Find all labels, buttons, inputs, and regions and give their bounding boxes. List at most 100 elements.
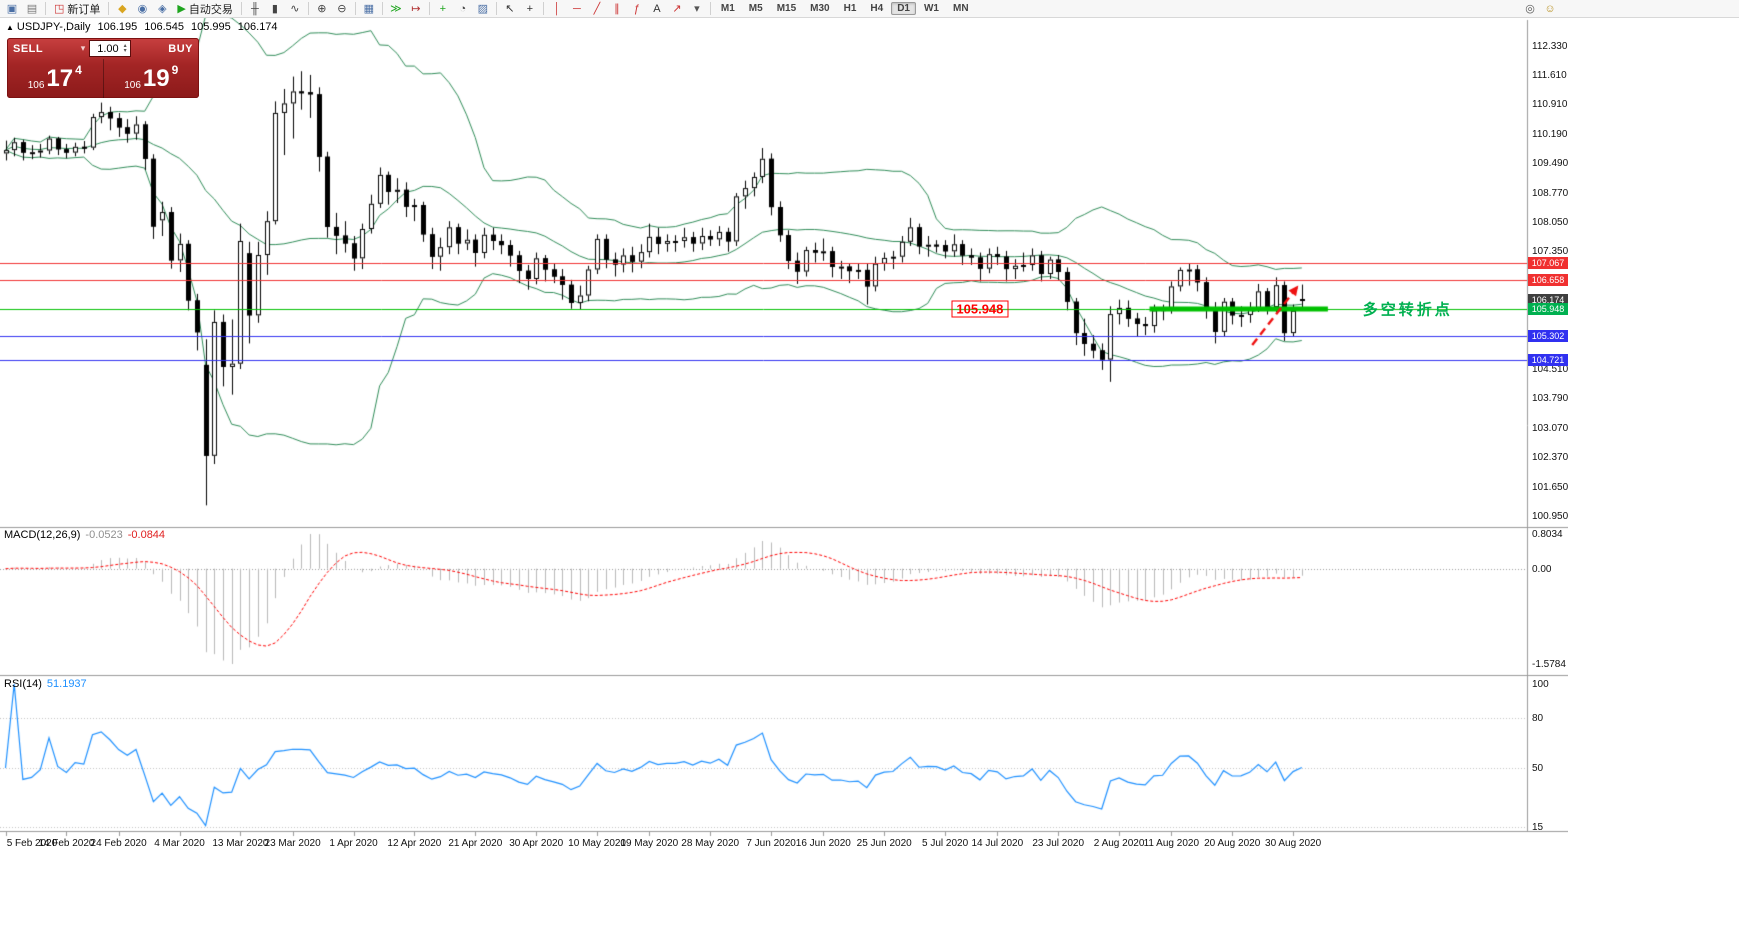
sell-price-base: 106	[27, 80, 45, 91]
macd-axis-label: -1.5784	[1532, 659, 1566, 670]
price-tag: 105.948	[1528, 303, 1568, 316]
sell-price-main: 17	[46, 64, 74, 92]
tf-m5[interactable]: M5	[748, 3, 763, 14]
tf-w1[interactable]: W1	[923, 3, 939, 14]
indicators-icon[interactable]: +	[439, 2, 447, 15]
zoom-out-icon[interactable]: ⊖	[337, 2, 347, 15]
community-icon[interactable]: ☺	[1544, 3, 1556, 15]
macd-indicator-name: MACD(12,26,9)	[4, 529, 81, 541]
price-axis-label: 111.610	[1532, 70, 1567, 82]
horizontal-line-icon[interactable]: ─	[572, 2, 581, 15]
date-axis-label: 14 Jul 2020	[971, 838, 1024, 849]
tile-windows-icon[interactable]: ▦	[363, 2, 375, 15]
price-axis-label: 102.370	[1532, 452, 1569, 464]
text-icon[interactable]: A	[653, 2, 661, 15]
tf-m1[interactable]: M1	[720, 3, 735, 14]
new-order-icon: ◳	[54, 3, 65, 15]
tf-h4[interactable]: H4	[870, 3, 884, 14]
search-icon[interactable]: ◎	[1525, 3, 1535, 15]
trendline-icon[interactable]: ╱	[593, 2, 601, 15]
buy-button[interactable]: 106 19 9	[104, 59, 200, 98]
date-axis-label: 19 May 2020	[620, 838, 679, 849]
buy-price-main: 19	[142, 64, 170, 92]
date-axis-label: 11 Aug 2020	[1143, 838, 1200, 849]
cursor-icon[interactable]: ↖	[505, 2, 515, 15]
templates-icon[interactable]: ▨	[477, 2, 489, 15]
line-chart-icon[interactable]: ∿	[290, 2, 300, 15]
crosshair-icon[interactable]: +	[526, 2, 534, 15]
trade-panel-divider	[102, 59, 104, 98]
date-axis-label: 20 Aug 2020	[1204, 838, 1261, 849]
autotrading-button-label: 自动交易	[188, 3, 233, 16]
date-axis-label: 23 Jul 2020	[1032, 838, 1085, 849]
price-axis-label: 103.070	[1532, 423, 1569, 435]
lot-size-value: 1.00	[97, 42, 119, 55]
metaeditor-icon[interactable]: ◆	[118, 2, 127, 15]
fibonacci-icon[interactable]: ƒ	[633, 2, 640, 15]
chart-window: 112.330 111.610 110.910 110.190 109.490 108.7…	[0, 18, 1568, 870]
ohlc-high: 106.545	[144, 21, 185, 33]
new-order-button[interactable]: ◳ 新订单	[49, 1, 105, 17]
date-axis-label: 7 Jun 2020	[746, 838, 796, 849]
chart-shift-icon[interactable]: ↦	[411, 2, 421, 15]
new-chart-icon[interactable]: ▣	[6, 2, 18, 15]
price-tag: 104.721	[1528, 353, 1568, 366]
toolbar-separator	[428, 2, 430, 15]
arrows-tool-icon[interactable]: ↗	[672, 2, 682, 15]
tf-m30[interactable]: M30	[810, 3, 830, 14]
price-note[interactable]: 105.948	[951, 300, 1009, 318]
one-click-trading-panel: SELL ▾ 1.00 ▴ ▾ BUY 106 17 4 106 19 9	[7, 38, 199, 98]
chart-overlay: 112.330 111.610 110.910 110.190 109.490 108.7…	[0, 18, 1568, 870]
lot-size-input[interactable]: 1.00 ▴ ▾	[89, 40, 131, 57]
price-axis-label: 103.790	[1532, 393, 1569, 405]
tf-d1[interactable]: D1	[891, 2, 916, 15]
tf-m15[interactable]: M15	[776, 3, 797, 14]
equidistant-channel-icon[interactable]: ∥	[614, 2, 620, 15]
profiles-icon[interactable]: ▤	[26, 2, 38, 15]
rsi-panel-label: RSI(14) 51.1937	[4, 678, 87, 690]
price-axis-label: 108.770	[1532, 187, 1569, 199]
symbol-marker-icon: ▲	[6, 23, 14, 32]
chart-title-symbol: USDJPY-,Daily	[16, 21, 91, 33]
toolbar-separator	[108, 2, 110, 15]
vertical-line-icon[interactable]: │	[553, 2, 561, 15]
macd-signal-value: -0.0844	[127, 529, 166, 541]
tf-mn[interactable]: MN	[952, 3, 969, 14]
zoom-in-icon[interactable]: ⊕	[317, 2, 327, 15]
navigator-icon[interactable]: ◈	[158, 2, 167, 15]
price-axis-label: 108.050	[1532, 217, 1569, 229]
macd-axis-label: 0.8034	[1532, 529, 1563, 540]
turning-point-label[interactable]: 多空转折点	[1362, 301, 1453, 319]
toolbar-separator	[381, 2, 383, 15]
buy-price-pip: 9	[171, 63, 179, 77]
buy-price-base: 106	[124, 80, 141, 91]
autotrading-button[interactable]: ▶ 自动交易	[172, 1, 237, 17]
trade-panel-dropdown-icon[interactable]: ▾	[80, 43, 86, 53]
date-axis-label: 23 Mar 2020	[264, 838, 321, 849]
lot-decrease-button[interactable]: ▾	[123, 47, 127, 54]
price-axis-label: 109.490	[1532, 157, 1569, 169]
price-chart-canvas[interactable]	[0, 18, 1568, 870]
rsi-axis-label: 80	[1532, 712, 1544, 724]
date-axis-label: 25 Jun 2020	[856, 838, 912, 849]
lot-increase-button[interactable]: ▴	[123, 42, 127, 49]
toolbar-right-group: ◎ ☺	[1520, 0, 1560, 18]
price-axis-label: 100.950	[1532, 510, 1569, 522]
sell-button[interactable]: 106 17 4	[7, 59, 103, 98]
date-axis-label: 24 Feb 2020	[90, 838, 147, 849]
price-axis-label: 104.510	[1532, 363, 1569, 375]
market-watch-icon[interactable]: ◉	[137, 2, 148, 15]
shapes-dropdown-icon[interactable]: ▾	[694, 2, 700, 15]
toolbar-separator	[45, 2, 46, 15]
auto-scroll-icon[interactable]: ≫	[390, 2, 402, 15]
rsi-axis-label: 100	[1532, 679, 1549, 690]
periods-icon[interactable]: ◔	[459, 2, 467, 15]
date-axis-label: 12 Apr 2020	[387, 838, 442, 849]
bar-chart-icon[interactable]: ╫	[250, 2, 259, 15]
tf-h1[interactable]: H1	[843, 3, 857, 14]
date-axis-label: 28 May 2020	[681, 838, 740, 849]
candlestick-chart-icon[interactable]: ▮	[271, 2, 278, 15]
toolbar-separator	[354, 2, 356, 15]
toolbar-separator	[495, 2, 497, 15]
